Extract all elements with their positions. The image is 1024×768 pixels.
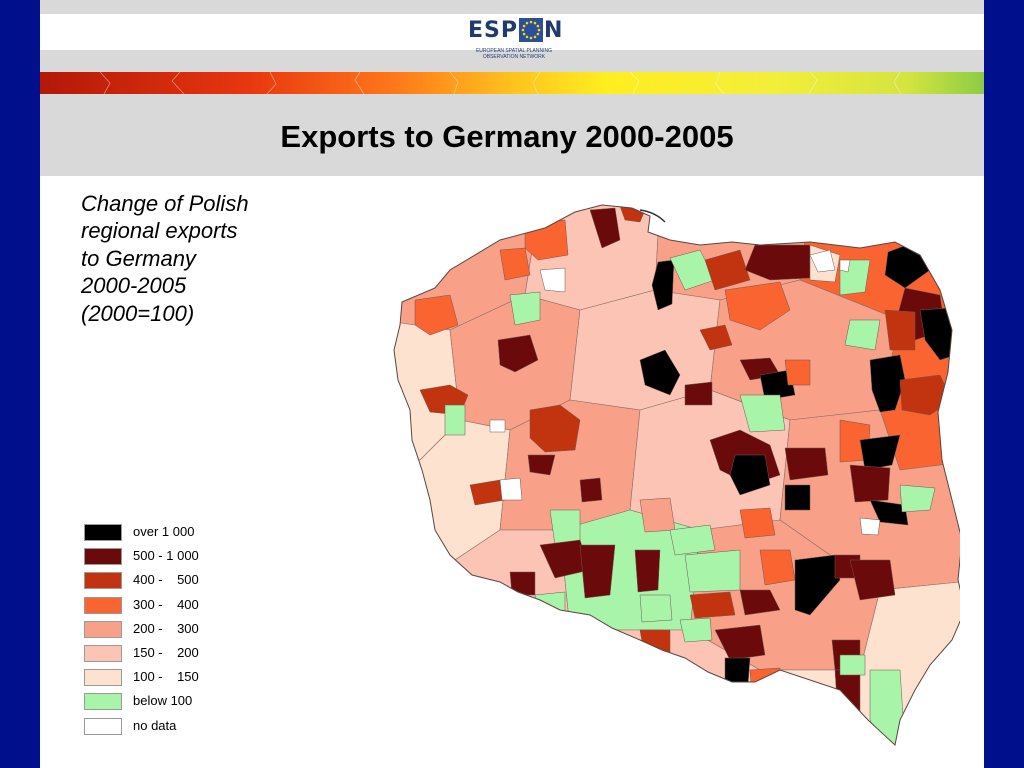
legend-swatch [84, 620, 122, 638]
legend-swatch [84, 572, 122, 590]
legend-item: over 1 000 [84, 522, 284, 546]
legend-item: 400 - 500 [84, 570, 284, 594]
legend-item: below 100 [84, 691, 284, 715]
legend-item: 100 - 150 [84, 667, 284, 691]
legend-item: 300 - 400 [84, 595, 284, 619]
slide-subtitle: Change of Polish regional exports to Ger… [81, 191, 249, 326]
eu-stars-icon [519, 18, 543, 42]
top-band [40, 0, 984, 14]
legend-swatch [84, 596, 122, 614]
header-strip [40, 50, 984, 72]
country-outline [393, 204, 960, 746]
title-band [40, 94, 984, 176]
legend-swatch [84, 644, 122, 662]
coast-spit [639, 209, 666, 223]
decorative-map-strip [40, 72, 984, 94]
legend-swatch [84, 669, 122, 687]
logo-area [40, 14, 984, 50]
legend-item: no data [84, 716, 284, 740]
legend-item: 200 - 300 [84, 619, 284, 643]
espon-logo: ESP N EUROPEAN SPATIAL PLANNING OBSERVAT… [468, 18, 564, 60]
slide: ESP N EUROPEAN SPATIAL PLANNING OBSERVAT… [40, 0, 984, 768]
legend-swatch [84, 524, 122, 541]
legend-swatch [84, 693, 122, 711]
slide-title: Exports to Germany 2000-2005 [280, 119, 734, 154]
legend-swatch [84, 717, 122, 735]
legend-item: 500 - 1 000 [84, 546, 284, 570]
map-legend: over 1 000 500 - 1 000 400 - 500 300 - 4… [84, 522, 284, 740]
legend-item: 150 - 200 [84, 643, 284, 667]
legend-swatch [84, 548, 122, 566]
poland-regions-map [393, 204, 960, 746]
